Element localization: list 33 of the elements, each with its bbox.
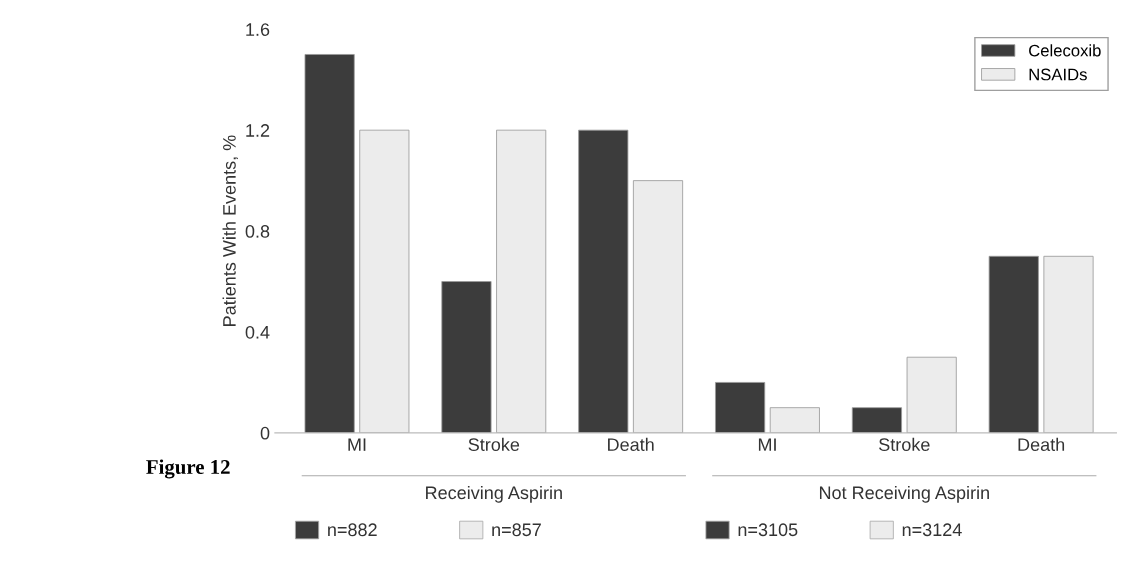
bar bbox=[769, 407, 820, 433]
y-tick-label: 1.6 bbox=[246, 23, 270, 36]
text: n=3124 bbox=[902, 523, 962, 537]
caption: Figure 12 bbox=[146, 459, 230, 479]
text: n=3105 bbox=[738, 523, 798, 537]
legend-label: NSAIDs bbox=[1029, 68, 1087, 81]
x-tick-label: MI bbox=[758, 438, 776, 451]
text: n=882 bbox=[328, 523, 377, 537]
x-tick-label: Death bbox=[1018, 437, 1065, 452]
bar bbox=[906, 356, 957, 433]
y-tick-label: 1.2 bbox=[246, 124, 270, 137]
bar bbox=[304, 54, 355, 433]
y-axis-title: Patients With Events, % bbox=[222, 135, 238, 326]
bar bbox=[496, 129, 547, 433]
bar bbox=[1043, 255, 1094, 433]
legend-label: Celecoxib bbox=[1029, 44, 1101, 57]
bar bbox=[359, 129, 410, 433]
text: n=857 bbox=[492, 523, 541, 537]
bar bbox=[851, 407, 902, 433]
bar bbox=[988, 255, 1039, 433]
text: Not Receiving Aspirin bbox=[819, 485, 989, 503]
bar bbox=[715, 382, 766, 433]
x-tick-label: Stroke bbox=[468, 437, 520, 452]
bar bbox=[441, 281, 492, 433]
text: Receiving Aspirin bbox=[426, 485, 562, 503]
x-tick-label: Stroke bbox=[879, 437, 930, 452]
bar bbox=[632, 180, 684, 433]
bar bbox=[578, 129, 629, 433]
x-tick-label: MI bbox=[348, 438, 366, 451]
y-tick-label: 0 bbox=[260, 426, 270, 440]
y-tick-label: 0.8 bbox=[245, 225, 270, 238]
x-tick-label: Death bbox=[608, 437, 654, 452]
y-tick-label: 0.4 bbox=[245, 325, 270, 339]
